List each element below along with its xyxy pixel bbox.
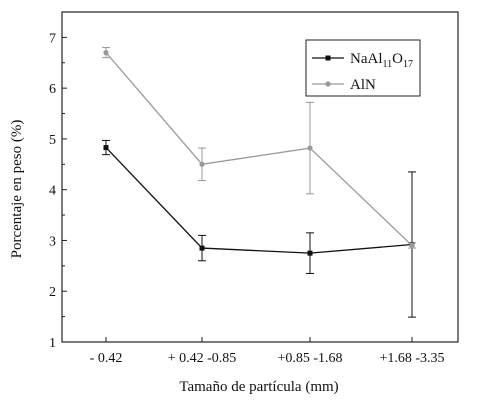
series-line [105,52,413,247]
series-1 [102,139,416,318]
y-tick-label: 4 [49,184,56,199]
plot-frame [61,11,459,343]
legend-swatch-marker [325,55,331,61]
legend-label: NaAl11O17 [350,51,413,70]
y-axis-title: Porcentaje en peso (%) [9,120,25,259]
y-tick-label: 2 [49,285,56,300]
data-point [103,145,109,151]
data-point [103,50,109,56]
series-2 [102,47,416,249]
y-tick-label: 7 [49,31,56,46]
legend-box [305,39,421,97]
x-tick-label: + 0.42 -0.85 [168,351,237,366]
legend: NaAl11O17 AlN [305,39,421,97]
y-tick-label: 3 [49,234,56,249]
y-ticks: 1 2 3 4 5 6 7 [49,31,67,351]
series-layer [102,47,416,318]
series-line [105,147,413,254]
axes [61,11,459,343]
legend-label: AlN [350,77,376,93]
x-ticks: - 0.42 + 0.42 -0.85 +0.85 -1.68 +1.68 -3.35 [90,337,445,366]
legend-item-1: NaAl11O17 [312,51,413,70]
x-tick-label: - 0.42 [90,351,123,366]
y-tick-label: 5 [49,133,56,148]
x-axis-title: Tamaño de partícula (mm) [179,379,338,395]
legend-swatch-marker [325,81,331,87]
y-tick-label: 6 [49,82,56,97]
x-tick-label: +0.85 -1.68 [277,351,342,366]
y-tick-label: 1 [49,336,56,351]
data-point [199,245,205,251]
legend-item-2: AlN [312,77,376,93]
data-point [307,250,313,256]
data-point [199,161,205,167]
data-point [307,145,313,151]
x-tick-label: +1.68 -3.35 [379,351,444,366]
data-point [409,242,415,249]
